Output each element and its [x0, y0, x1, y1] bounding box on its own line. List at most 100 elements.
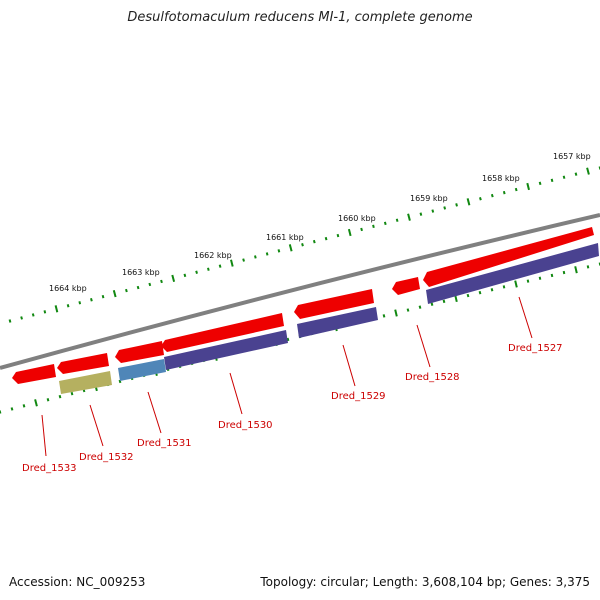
minor-tick [10, 407, 14, 411]
gene-dred-1533-forward[interactable] [12, 364, 56, 384]
minor-tick [265, 252, 269, 256]
gene-dred-1531-reverse[interactable] [118, 359, 166, 381]
major-tick [230, 259, 234, 267]
reverse-strand-genes [59, 243, 599, 394]
major-tick [407, 213, 411, 221]
minor-tick [118, 379, 122, 384]
label-line-dred-1532 [89, 404, 104, 447]
minor-tick [550, 273, 554, 278]
minor-tick [70, 391, 74, 396]
minor-tick [538, 181, 542, 186]
major-tick [586, 167, 590, 175]
minor-tick [574, 172, 578, 176]
minor-tick [562, 175, 566, 179]
gene-label[interactable]: Dred_1533 [22, 463, 77, 474]
kbp-label: 1658 kbp [482, 174, 520, 183]
minor-tick [526, 279, 530, 283]
minor-tick [466, 293, 470, 298]
minor-tick [136, 285, 140, 290]
minor-tick [430, 302, 434, 306]
minor-tick [406, 308, 410, 312]
major-tick [466, 198, 471, 206]
minor-tick [538, 276, 542, 280]
minor-tick [183, 273, 187, 278]
minor-tick [8, 319, 12, 323]
minor-tick [418, 305, 422, 309]
minor-tick [443, 206, 447, 210]
label-line-dred-1533 [41, 414, 47, 457]
gene-dred-1528-forward[interactable] [392, 277, 420, 295]
minor-tick [324, 236, 328, 241]
minor-tick [431, 209, 435, 213]
gene-dred-1532-reverse[interactable] [59, 371, 112, 394]
label-line-dred-1528 [416, 324, 431, 368]
kbp-label: 1660 kbp [338, 214, 376, 223]
minor-tick [312, 239, 316, 244]
minor-tick [218, 264, 222, 268]
major-tick [514, 280, 518, 288]
label-line-dred-1529 [342, 344, 356, 387]
kbp-label: 1657 kbp [553, 152, 591, 161]
minor-tick [286, 337, 290, 342]
major-tick [288, 244, 293, 252]
minor-tick [66, 304, 70, 308]
minor-tick [502, 190, 506, 195]
minor-tick [31, 313, 35, 317]
kbp-label: 1662 kbp [194, 251, 232, 260]
map-title: Desulfotomaculum reducens MI-1, complete… [127, 10, 473, 25]
minor-tick [125, 288, 128, 293]
gene-dred-1530-forward[interactable] [161, 313, 284, 352]
major-tick [526, 182, 530, 191]
gene-dred-1531-forward[interactable] [115, 341, 164, 363]
minor-tick [242, 258, 245, 262]
minor-tick [90, 297, 93, 302]
gene-dred-1527-forward[interactable] [423, 227, 594, 287]
gene-dred-1530-reverse[interactable] [164, 330, 288, 370]
minor-tick [550, 178, 554, 183]
kbp-labels: 1657 kbp 1658 kbp 1659 kbp 1660 kbp 1661… [49, 152, 591, 293]
minor-tick [372, 224, 375, 229]
label-line-dred-1531 [147, 391, 162, 434]
label-line-dred-1530 [229, 372, 243, 415]
minor-tick [160, 279, 163, 284]
minor-tick [195, 270, 198, 274]
forward-strand-genes [12, 227, 594, 384]
gene-dred-1527-reverse[interactable] [426, 243, 599, 304]
minor-tick [148, 282, 152, 287]
minor-tick [254, 255, 257, 259]
kbp-label: 1663 kbp [122, 268, 160, 277]
major-tick [347, 228, 352, 237]
minor-tick [442, 299, 446, 304]
gene-label[interactable]: Dred_1528 [405, 372, 460, 383]
minor-tick [22, 404, 26, 408]
minor-tick [490, 288, 494, 292]
gene-dred-1529-reverse[interactable] [297, 307, 378, 338]
gene-label[interactable]: Dred_1532 [79, 452, 134, 463]
minor-tick [101, 294, 105, 299]
gene-label[interactable]: Dred_1531 [137, 438, 192, 449]
minor-tick [58, 394, 62, 399]
genome-backbone [0, 213, 600, 370]
minor-tick [478, 290, 482, 295]
kbp-label: 1664 kbp [49, 284, 87, 293]
gene-dred-1529-forward[interactable] [294, 289, 374, 319]
minor-tick [395, 218, 399, 222]
gene-label[interactable]: Dred_1527 [508, 343, 563, 354]
gene-labels: Dred_1527 Dred_1528 Dred_1529 Dred_1530 … [22, 343, 563, 474]
accession-text: Accession: NC_009253 [9, 575, 146, 589]
minor-tick [360, 227, 363, 232]
minor-tick [336, 233, 340, 238]
gene-label[interactable]: Dred_1529 [331, 391, 386, 402]
major-tick [394, 309, 398, 317]
major-tick [54, 305, 59, 313]
gene-dred-1532-forward[interactable] [57, 353, 109, 374]
gene-label[interactable]: Dred_1530 [218, 420, 273, 431]
major-tick [574, 266, 578, 274]
minor-tick [43, 310, 47, 314]
minor-tick [514, 187, 518, 192]
minor-tick [586, 265, 590, 269]
minor-tick [383, 221, 387, 226]
kbp-label: 1659 kbp [410, 194, 448, 203]
